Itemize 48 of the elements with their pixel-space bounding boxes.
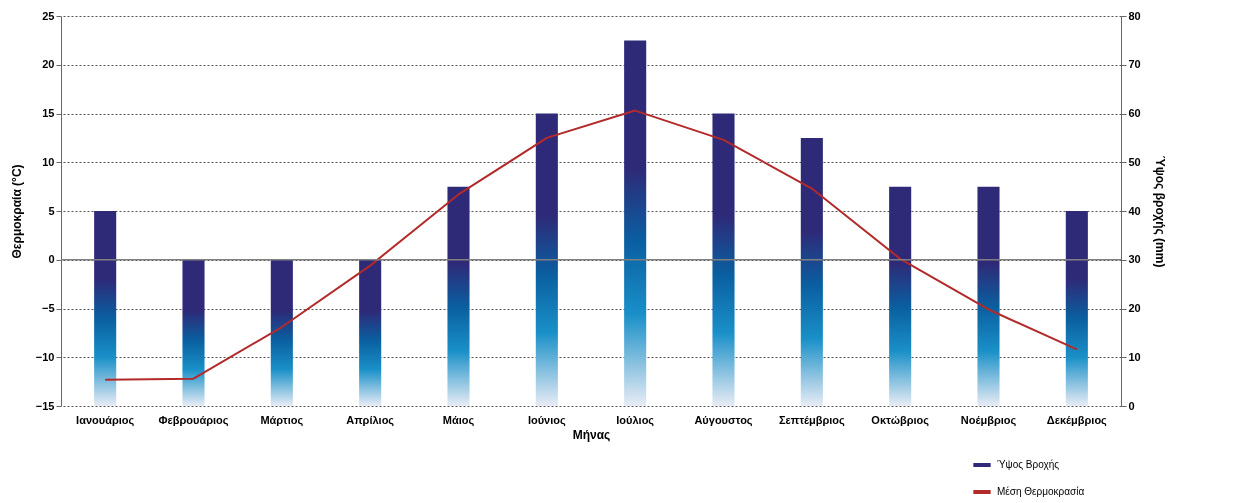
y2-tick-label: 50: [1128, 155, 1141, 168]
y2-tick-label: 80: [1128, 9, 1141, 22]
bar: [712, 113, 735, 406]
y-tick-label: −5: [41, 302, 55, 314]
y-tick-label: 15: [42, 107, 55, 119]
y-tick-label: 20: [42, 58, 55, 71]
y-tick-label: 10: [42, 155, 55, 168]
x-tick-label: Νοέμβριος: [960, 413, 1017, 427]
bar: [94, 211, 117, 406]
legend-label: Ύψος Βροχής: [997, 459, 1060, 470]
x-tick-label: Απρίλιος: [346, 413, 395, 427]
bar: [270, 259, 293, 406]
x-axis-title: Μήνας: [572, 427, 611, 442]
x-tick-label: Ιανουάριος: [76, 413, 135, 427]
x-tick-label: Αύγουστος: [694, 413, 753, 427]
y2-tick-label: 60: [1128, 107, 1141, 119]
bar: [889, 186, 912, 406]
y-tick-label: −10: [35, 350, 55, 363]
bar: [535, 113, 558, 406]
x-tick-label: Μάρτιος: [260, 413, 304, 427]
y2-tick-label: 0: [1128, 399, 1135, 412]
bar: [977, 186, 1000, 406]
y2-tick-label: 40: [1128, 204, 1141, 217]
y-axis-title: Θερμοκραία (°C): [9, 164, 24, 259]
x-tick-label: Ιούνιος: [527, 413, 567, 427]
y2-tick-label: 10: [1128, 350, 1141, 363]
bar: [447, 186, 470, 406]
y-tick-label: 5: [48, 204, 55, 217]
x-tick-label: Ιούλιος: [616, 413, 655, 427]
y-tick-label: 25: [42, 9, 55, 22]
legend-label: Μέση Θερμοκρασία: [997, 486, 1085, 497]
y-tick-label: 0: [48, 253, 55, 266]
x-tick-label: Σεπτέμβριος: [778, 413, 846, 427]
x-tick-label: Μάιος: [442, 413, 475, 427]
bar: [624, 40, 647, 406]
x-tick-label: Δεκέμβριος: [1046, 413, 1108, 427]
bar: [800, 137, 823, 406]
x-tick-label: Φεβρουάριος: [158, 413, 229, 427]
y2-tick-label: 20: [1128, 302, 1141, 314]
y-tick-label: −15: [35, 399, 55, 412]
y2-tick-label: 70: [1128, 58, 1141, 71]
bar: [182, 259, 205, 406]
y2-tick-label: 30: [1128, 253, 1141, 266]
line-series: [104, 109, 1078, 381]
y2-axis-title: Ύψος βροχής (mm): [1152, 155, 1167, 268]
x-tick-label: Οκτώβριος: [871, 413, 930, 427]
bar: [359, 259, 382, 406]
bar: [1065, 211, 1088, 406]
